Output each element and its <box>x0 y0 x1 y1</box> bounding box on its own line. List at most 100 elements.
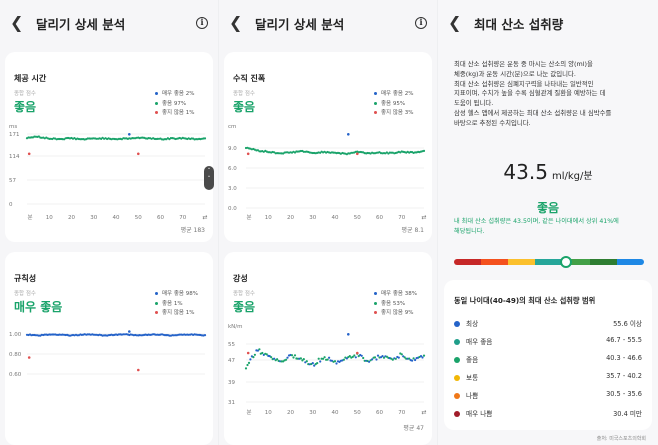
info-icon[interactable]: i <box>415 17 427 29</box>
gauge-segment <box>616 259 644 265</box>
data-point <box>400 353 403 356</box>
vo2max-description: 최대 산소 섭취량은 운동 중 마시는 산소의 양(ml)을 체중(kg)과 운… <box>454 60 612 127</box>
data-point <box>373 356 377 359</box>
data-point <box>285 358 288 361</box>
legend-item: 매우 좋음 2% <box>374 90 413 100</box>
outlier-point <box>347 333 350 336</box>
legend-item: 좋지 않음 1% <box>155 109 194 119</box>
data-point <box>258 348 261 351</box>
legend-item: 좋지 않음 1% <box>155 309 198 319</box>
data-point <box>385 355 388 358</box>
x-tick-label: 분 <box>246 214 251 221</box>
x-tick-label: 10 <box>265 215 272 221</box>
legend-item: 좋음 97% <box>155 100 194 110</box>
average-label: 평균 183 <box>181 226 206 234</box>
flight-time-chart: 171 114 57 0 ms 분 10 20 30 40 50 60 70 ⇄ 평균 183 <box>9 124 208 234</box>
back-icon[interactable]: ❮ <box>229 13 243 32</box>
vo2max-value: 43.5 ml/kg/분 <box>438 160 658 184</box>
data-point <box>299 357 302 360</box>
legend-item: 매우 좋음 2% <box>155 90 194 100</box>
data-point <box>362 356 365 360</box>
legend: 매우 좋음 38% 좋음 53% 좋지 않음 9% <box>374 290 417 319</box>
data-point <box>371 358 374 361</box>
legend-dot-icon <box>374 292 377 295</box>
data-point <box>408 357 411 360</box>
score-grade: 좋음 <box>14 100 37 114</box>
data-point <box>247 361 251 364</box>
x-tick-label: 40 <box>113 215 120 221</box>
data-point <box>335 362 338 365</box>
x-end-icon: ⇄ <box>202 214 207 221</box>
panel-vo2max: ❮ 최대 산소 섭취량 최대 산소 섭취량은 운동 중 마시는 산소의 양(ml… <box>438 0 658 445</box>
legend: 매우 좋음 2% 좋음 97% 좋지 않음 1% <box>155 90 194 119</box>
data-point <box>323 356 326 359</box>
score-grade: 좋음 <box>233 100 256 114</box>
flight-time-card: 체공 시간 종합 점수 좋음 매우 좋음 2% 좋음 97% 좋지 않음 1% … <box>5 52 213 242</box>
data-point <box>375 358 378 361</box>
vo2max-gauge-knob <box>560 256 573 268</box>
data-point <box>326 358 329 361</box>
data-point <box>422 354 426 357</box>
regularity-card: 규칙성 종합 점수 매우 좋음 매우 좋음 98% 좋음 1% 좋지 않음 1%… <box>5 252 213 445</box>
data-point <box>246 363 249 367</box>
range-row-very-poor: 매우 나쁨 30.4 미만 <box>454 408 642 420</box>
y-tick-label: 31 <box>228 400 235 406</box>
legend-dot-icon <box>374 311 377 314</box>
x-end-icon: ⇄ <box>421 214 426 221</box>
stiffness-card: 강성 종합 점수 좋음 매우 좋음 38% 좋음 53% 좋지 않음 9% 55… <box>224 252 432 445</box>
y-tick-label: 57 <box>9 178 16 184</box>
header: ❮ 달리기 상세 분석 i <box>219 0 437 46</box>
data-point <box>301 359 304 362</box>
data-point <box>368 360 371 363</box>
score-grade: 좋음 <box>233 300 256 314</box>
range-dot-icon <box>454 393 460 399</box>
data-point <box>319 360 322 363</box>
legend-item: 매우 좋음 98% <box>155 290 198 300</box>
x-tick-label: 20 <box>287 215 294 221</box>
range-dot-icon <box>454 375 460 381</box>
range-dot-icon <box>454 321 460 327</box>
card-title: 체공 시간 <box>14 74 47 83</box>
legend: 매우 좋음 2% 좋음 95% 좋지 않음 3% <box>374 90 413 119</box>
x-tick-label: 분 <box>246 409 251 416</box>
x-tick-label: 10 <box>46 215 53 221</box>
info-icon[interactable]: i <box>196 17 208 29</box>
y-tick-label: 9.0 <box>228 146 237 152</box>
data-point <box>412 357 415 360</box>
x-tick-label: 70 <box>398 215 405 221</box>
x-tick-label: 60 <box>376 410 383 416</box>
data-point <box>305 360 308 363</box>
x-tick-label: 30 <box>90 215 97 221</box>
y-tick-label: 0.0 <box>228 206 237 212</box>
average-label: 평균 47 <box>403 424 424 432</box>
range-row-excellent: 최상 55.6 이상 <box>454 318 642 330</box>
data-point <box>342 358 345 361</box>
data-point <box>292 356 295 359</box>
legend-dot-icon <box>374 301 377 305</box>
vo2max-note: 내 최대 산소 섭취량은 43.5이며, 같은 나이대에서 상위 41%에 해당… <box>454 218 619 235</box>
x-tick-label: 60 <box>376 215 383 221</box>
x-tick-label: 40 <box>332 410 339 416</box>
legend-dot-icon <box>155 301 158 305</box>
x-end-icon: ⇄ <box>421 409 426 416</box>
range-dot-icon <box>454 357 460 363</box>
legend-dot-icon <box>374 101 377 105</box>
legend-dot-icon <box>155 311 158 314</box>
data-point <box>403 356 406 359</box>
score-label: 종합 점수 <box>233 291 255 297</box>
y-unit-label: ms <box>9 124 17 130</box>
data-point <box>317 357 320 360</box>
data-point <box>276 358 279 361</box>
data-point <box>351 355 354 358</box>
back-icon[interactable]: ❮ <box>448 13 462 32</box>
data-point <box>394 357 397 360</box>
y-tick-label: 1.00 <box>9 332 22 338</box>
back-icon[interactable]: ❮ <box>10 13 24 32</box>
outlier-point <box>128 133 131 136</box>
data-point <box>381 355 384 358</box>
y-tick-label: 39 <box>228 380 235 386</box>
x-tick-label: 20 <box>68 215 75 221</box>
y-unit-label: kN/m <box>228 324 243 330</box>
data-point <box>328 356 331 359</box>
